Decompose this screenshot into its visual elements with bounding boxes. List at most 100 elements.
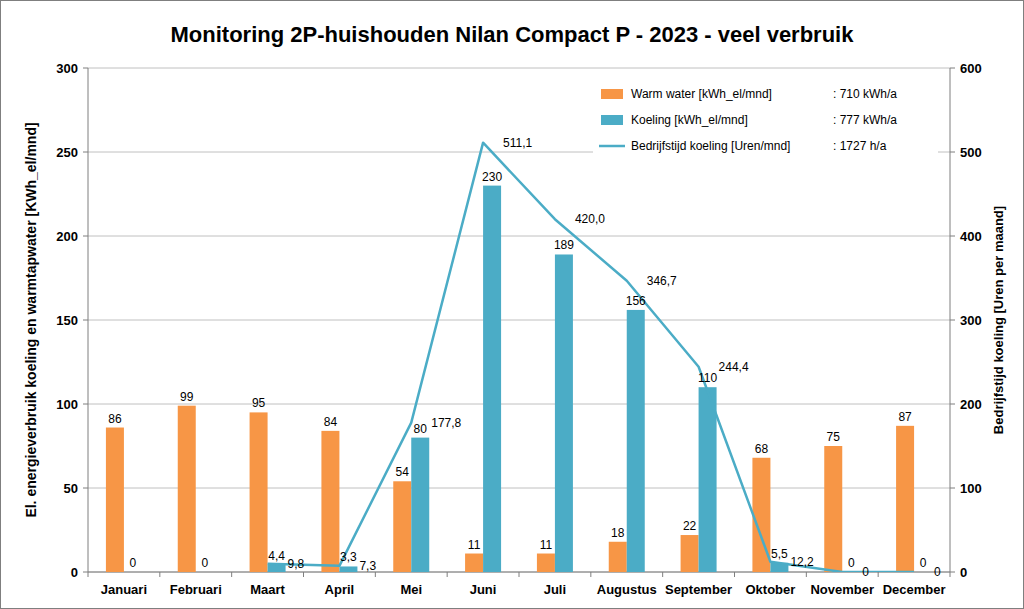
bar-label: 230 <box>482 170 502 184</box>
line-label: 420,0 <box>575 212 605 226</box>
bar-label: 18 <box>611 526 625 540</box>
bar-label: 80 <box>414 422 428 436</box>
bar-label: 84 <box>324 415 338 429</box>
bar-label: 0 <box>130 556 137 570</box>
y-tick <box>83 404 88 405</box>
bar-label: 5,5 <box>771 547 788 561</box>
y-tick <box>83 572 88 573</box>
chart: Monitoring 2P-huishouden Nilan Compact P… <box>0 0 1024 609</box>
x-tick <box>447 572 448 577</box>
legend-label: Koeling [kWh_el/mnd] <box>631 113 748 127</box>
bar-label: 95 <box>252 396 266 410</box>
y2-tick-label: 300 <box>960 313 982 328</box>
x-tick-label: Juli <box>544 582 566 597</box>
y-tick-label: 250 <box>56 145 78 160</box>
grid-line <box>88 68 950 69</box>
data-labels: 869995845411111822687587004,43,380230189… <box>108 136 941 579</box>
y2-tick-label: 0 <box>960 565 967 580</box>
bar <box>555 254 573 572</box>
y-tick <box>83 152 88 153</box>
line-label: 177,8 <box>431 416 461 430</box>
bar-label: 0 <box>920 556 927 570</box>
x-tick <box>878 572 879 577</box>
line-label: 244,4 <box>719 360 749 374</box>
x-tick-label: Juni <box>470 582 497 597</box>
y2-tick-label: 400 <box>960 229 982 244</box>
chart-frame <box>1 1 1024 609</box>
bar-label: 99 <box>180 390 194 404</box>
bar <box>268 565 286 572</box>
x-tick-label: Oktober <box>745 582 795 597</box>
legend-swatch <box>601 115 623 125</box>
bar <box>914 572 932 573</box>
y-tick-label: 300 <box>56 61 78 76</box>
bar <box>609 542 627 572</box>
y-tick <box>83 320 88 321</box>
bar-label: 75 <box>827 430 841 444</box>
y-tick-label: 50 <box>64 481 78 496</box>
title: Monitoring 2P-huishouden Nilan Compact P… <box>171 22 855 47</box>
legend-swatch <box>599 145 625 148</box>
x-tick-label: September <box>665 582 732 597</box>
bar <box>681 535 699 572</box>
legend-label: Bedrijfstijd koeling [Uren/mnd] <box>631 139 790 153</box>
y2-tick <box>950 320 955 321</box>
bar <box>537 554 555 572</box>
y-tick-label: 0 <box>71 565 78 580</box>
bar-label: 0 <box>848 556 855 570</box>
bar-label: 54 <box>396 465 410 479</box>
y-tick-label: 100 <box>56 397 78 412</box>
y2-tick-label: 600 <box>960 61 982 76</box>
bar <box>250 412 268 572</box>
y-axis-title: El. energieverbruik koeling en warmtapwa… <box>23 122 39 517</box>
legend-label: Warm water [kWh_el/mnd] <box>631 87 772 101</box>
x-tick-label: Februari <box>170 582 222 597</box>
bar <box>393 481 411 572</box>
y2-tick <box>950 572 955 573</box>
bar <box>106 428 124 572</box>
x-tick-label: November <box>810 582 874 597</box>
bar <box>196 572 214 573</box>
y-tick-label: 150 <box>56 313 78 328</box>
x-tick <box>950 572 951 577</box>
legend-swatch <box>601 89 623 99</box>
bar-label: 11 <box>540 538 553 552</box>
y-tick <box>83 68 88 69</box>
grid-line <box>88 488 950 489</box>
y2-tick <box>950 152 955 153</box>
y-tick <box>83 236 88 237</box>
bar-label: 11 <box>468 538 481 552</box>
x-tick-label: April <box>325 582 355 597</box>
grid <box>88 68 950 572</box>
line-label: 0 <box>862 565 869 579</box>
grid-line <box>88 320 950 321</box>
x-tick <box>303 572 304 577</box>
bar-label: 0 <box>201 556 208 570</box>
bar-label: 86 <box>108 412 122 426</box>
bar-label: 156 <box>626 294 646 308</box>
grid-line <box>88 236 950 237</box>
bar <box>627 310 645 572</box>
line-label: 12,2 <box>790 555 814 569</box>
line-label: 511,1 <box>503 136 532 150</box>
legend-box <box>593 78 938 166</box>
legend: Warm water [kWh_el/mnd]: 710 kWh/aKoelin… <box>593 78 938 166</box>
bar-label: 4,4 <box>268 549 285 563</box>
line-label: 346,7 <box>647 274 677 288</box>
bar <box>699 387 717 572</box>
y-tick-label: 200 <box>56 229 78 244</box>
marks <box>106 143 914 572</box>
bar <box>339 566 357 572</box>
line <box>268 143 915 572</box>
bar <box>483 186 501 572</box>
x-tick-label: Augustus <box>597 582 657 597</box>
y2-tick-label: 200 <box>960 397 982 412</box>
y2-tick <box>950 236 955 237</box>
grid-line <box>88 404 950 405</box>
y2-tick <box>950 404 955 405</box>
x-tick-label: Mei <box>400 582 422 597</box>
y2-tick <box>950 488 955 489</box>
legend-annotation: : 777 kWh/a <box>833 113 897 127</box>
x-tick-label: Januari <box>101 582 147 597</box>
bar <box>124 572 142 573</box>
